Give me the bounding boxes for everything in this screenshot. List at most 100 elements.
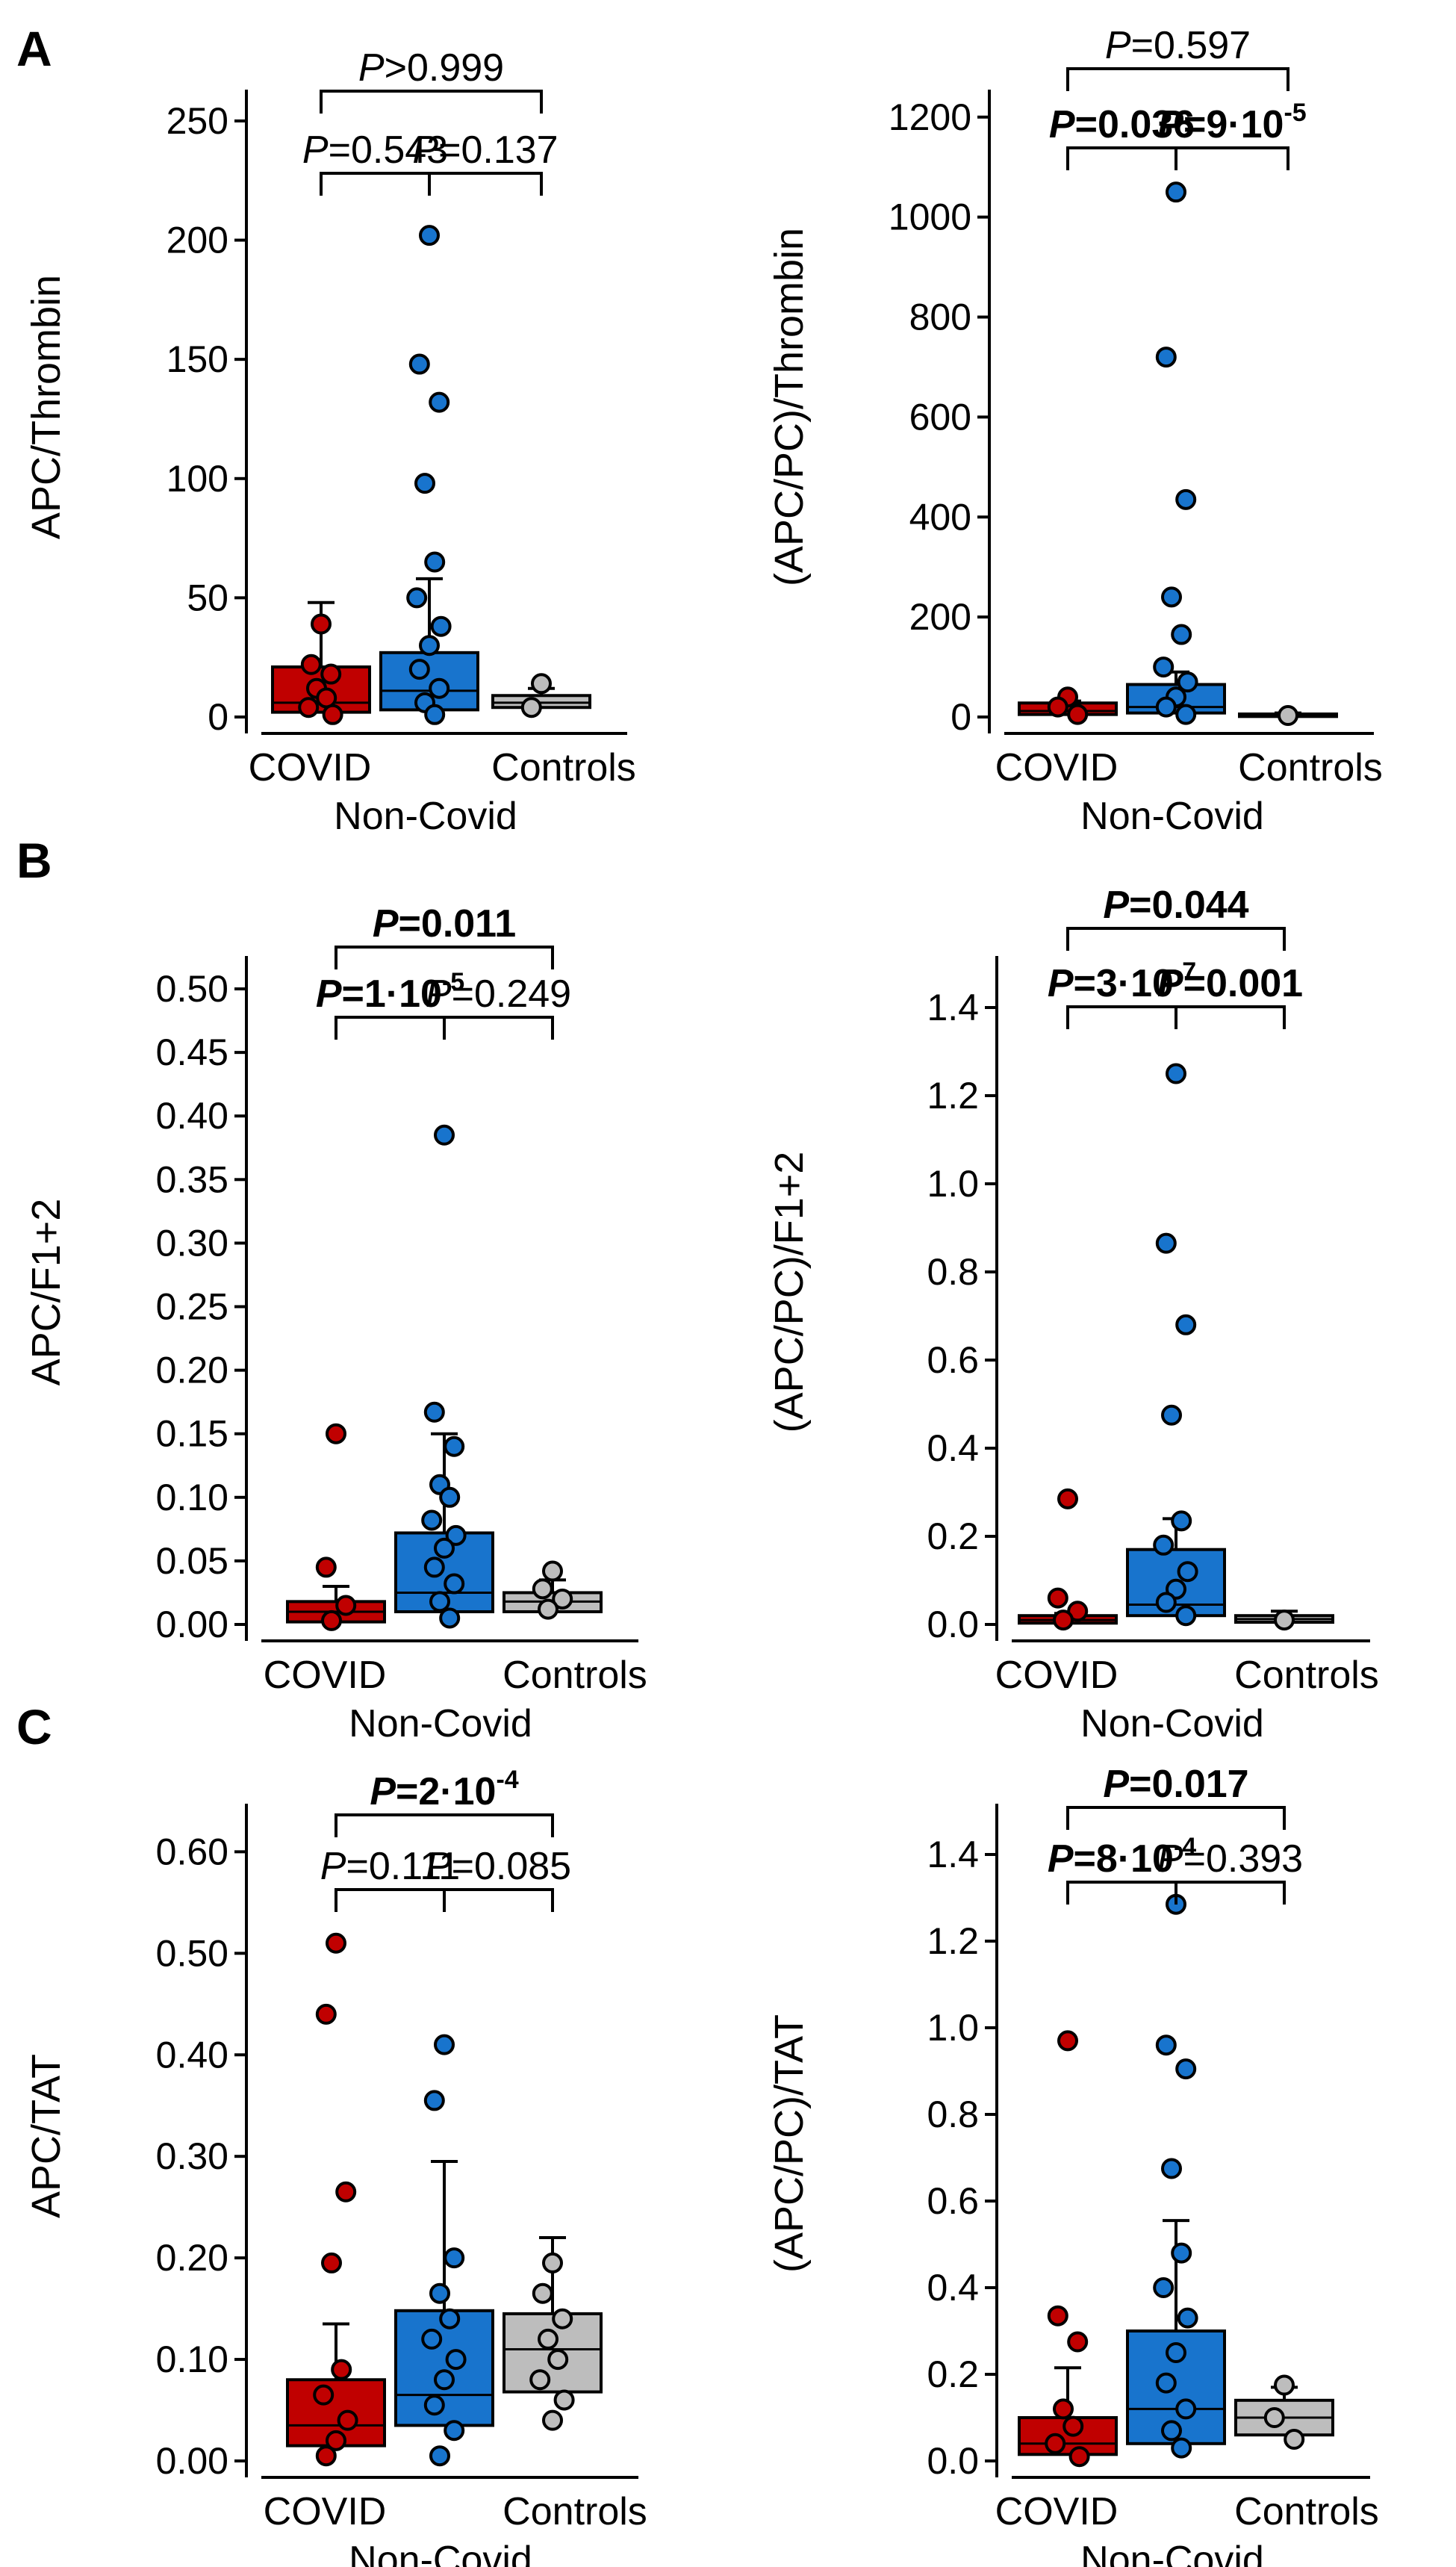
y-tick-label: 800 [909, 297, 971, 338]
y-tick-label: 600 [909, 396, 971, 438]
data-point [315, 1556, 337, 1578]
data-point [1057, 1488, 1078, 1509]
bracket-line [1175, 1005, 1286, 1029]
y-tick-label: 50 [187, 577, 228, 618]
data-point [1177, 2307, 1198, 2329]
x-category-label: Non-Covid [334, 795, 517, 838]
data-point [531, 673, 552, 695]
data-point [423, 2090, 445, 2111]
bracket-line [443, 1016, 554, 1040]
significance-bracket: P=0.011 [335, 902, 554, 969]
significance-bracket: P=0.249 [426, 972, 571, 1040]
p-value-label: P=8·10-4 [1048, 1833, 1196, 1881]
y-tick-label: 1000 [889, 196, 971, 238]
y-tick-label: 1.2 [927, 1075, 979, 1117]
data-point [1161, 2158, 1182, 2179]
data-point [434, 2369, 455, 2391]
y-tick-label: 0.2 [927, 2353, 979, 2395]
y-tick-label: 1.0 [927, 1163, 979, 1205]
panel-label-a: A [16, 21, 52, 76]
significance-bracket: P=0.111 [320, 1845, 460, 1912]
data-point [429, 677, 450, 699]
y-tick-label: 0.00 [156, 2440, 228, 2482]
series-non-covid [394, 2034, 494, 2467]
p-value-label: P=3·10-7 [1048, 957, 1196, 1005]
data-point [1153, 657, 1175, 678]
x-category-label: Non-Covid [1080, 795, 1264, 838]
data-point [1068, 2446, 1090, 2468]
bracket-line [1066, 1005, 1177, 1029]
y-tick-label: 0 [951, 696, 971, 738]
data-point [520, 697, 542, 718]
y-tick-label: 0.6 [927, 1339, 979, 1381]
series-covid [271, 600, 371, 725]
p-value-label: P=0.011 [373, 902, 516, 946]
data-point [439, 1607, 461, 1629]
data-point [1053, 2398, 1074, 2420]
data-point [1155, 347, 1177, 368]
p-value-label: P=0.111 [320, 1845, 460, 1888]
y-tick-label: 1.0 [927, 2007, 979, 2049]
data-point [1155, 696, 1177, 718]
data-point [529, 2369, 551, 2391]
data-point [1067, 2331, 1089, 2353]
y-axis-label: APC/F1+2 [24, 1199, 69, 1386]
significance-bracket: P=0.137 [412, 128, 559, 196]
data-point [547, 2349, 569, 2371]
y-tick-label: 250 [167, 100, 228, 142]
data-point [1047, 2305, 1068, 2327]
p-value-label: P=0.393 [1157, 1837, 1303, 1881]
data-point [298, 697, 320, 718]
series-controls [491, 673, 591, 718]
x-category-label: Controls [1234, 1654, 1379, 1697]
data-point [1166, 2342, 1186, 2363]
data-point [1166, 1063, 1186, 1084]
data-point [406, 587, 428, 609]
data-point [419, 635, 440, 657]
y-tick-label: 0.30 [156, 1222, 228, 1264]
y-tick-label: 0.00 [156, 1604, 228, 1645]
data-point [326, 2430, 346, 2451]
data-point [1274, 2374, 1295, 2396]
data-point [337, 2409, 358, 2431]
data-point [313, 2384, 335, 2406]
significance-bracket: P=0.036 [1049, 103, 1195, 170]
data-point [1161, 2420, 1182, 2442]
p-value-label: P=0.044 [1103, 884, 1248, 927]
data-point [445, 2349, 467, 2371]
y-tick-label: 0.25 [156, 1286, 228, 1328]
y-tick-label: 0.40 [156, 2034, 228, 2076]
y-tick-label: 0.20 [156, 1350, 228, 1391]
x-category-label: COVID [264, 1654, 387, 1697]
significance-bracket: P=0.017 [1066, 1763, 1286, 1830]
y-axis-label: APC/Thrombin [24, 275, 69, 539]
significance-bracket: P=0.044 [1066, 884, 1286, 951]
series-controls [503, 2235, 603, 2431]
x-category-label: COVID [264, 2490, 387, 2533]
data-point [1175, 1314, 1197, 1335]
data-point [335, 1595, 357, 1616]
data-point [434, 2034, 455, 2055]
data-point [1047, 696, 1068, 718]
y-axis-label: (APC/PC)/F1+2 [767, 1152, 812, 1433]
series-covid [1018, 686, 1118, 725]
significance-bracket: P=0.543 [302, 128, 448, 196]
data-point [322, 704, 343, 725]
significance-bracket: P=9·10-5 [1157, 99, 1307, 170]
data-point [1171, 624, 1192, 645]
y-tick-label: 0.2 [927, 1515, 979, 1557]
data-point [1047, 1587, 1068, 1609]
data-point [1166, 181, 1186, 203]
p-value-label: P=0.036 [1049, 103, 1195, 146]
bracket-line [335, 1888, 446, 1912]
x-category-label: Non-Covid [349, 1702, 532, 1745]
y-tick-label: 0.10 [156, 1477, 228, 1518]
bracket-line [335, 1016, 446, 1040]
chart-3: 0.00 0.05 0.10 0.15 0.20 0.25 0.30 0.35 0.40 0.45… [24, 902, 647, 1745]
data-point [542, 2409, 563, 2431]
data-point [429, 2445, 450, 2467]
y-tick-label: 0.10 [156, 2338, 228, 2380]
data-point [532, 1578, 553, 1600]
x-category-label: Non-Covid [349, 2539, 532, 2567]
